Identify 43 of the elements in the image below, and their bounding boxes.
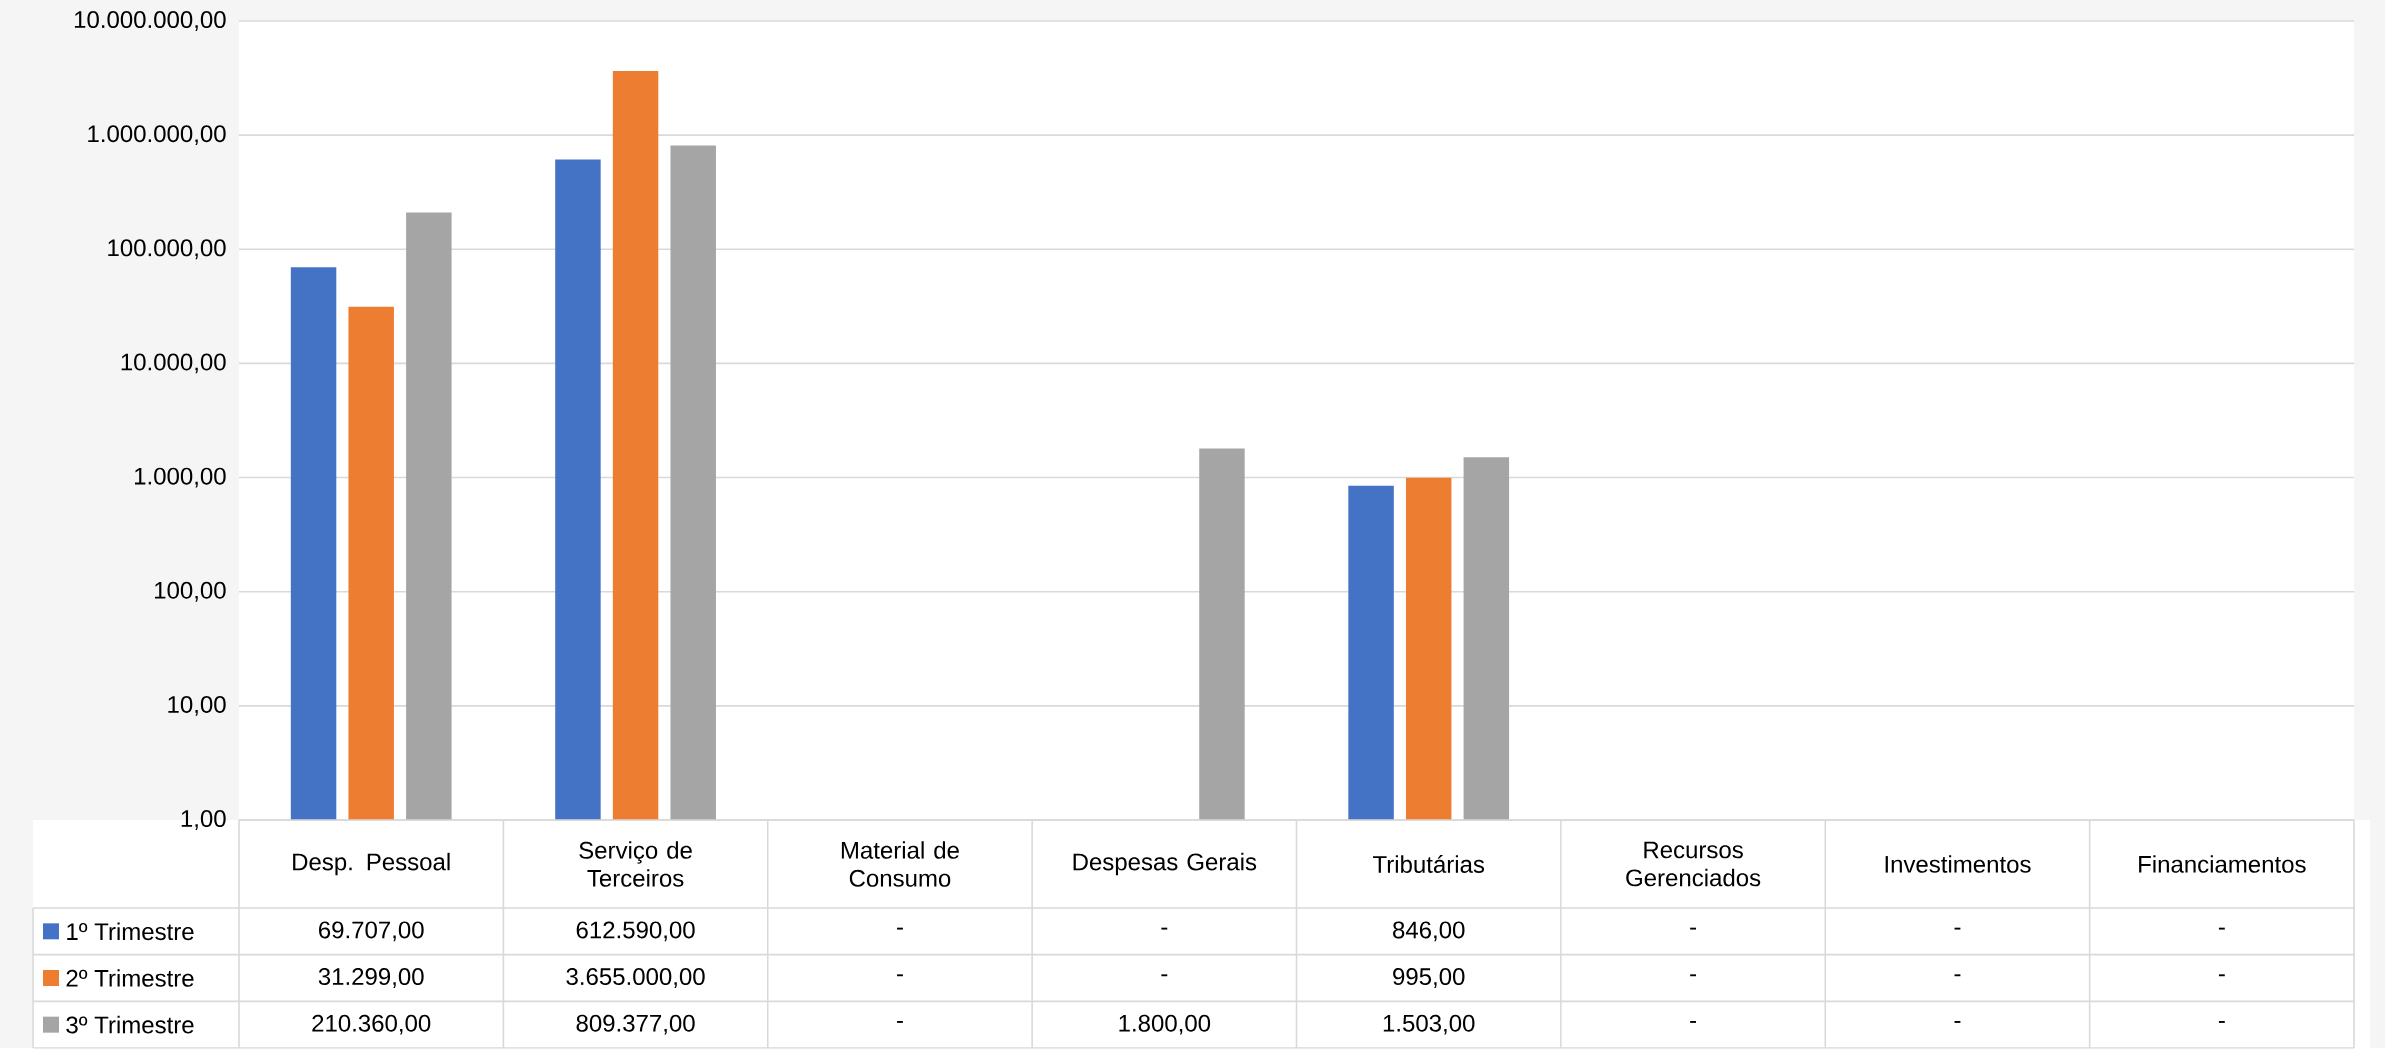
x-tick-label: Material de Consumo [841, 841, 959, 887]
x-tick-label: Desp. Pessoal [293, 852, 450, 876]
text: - [1954, 974, 1961, 977]
text: - [1161, 927, 1168, 930]
data-label: 809.377,00 [576, 1014, 695, 1035]
y-tick-label: 100,00 [155, 581, 226, 602]
data-label: 3.655.000,00 [566, 968, 705, 989]
y-tick-label: 10.000.000,00 [74, 11, 226, 31]
x-tick-label: Despesas Gerais [1073, 852, 1257, 876]
y-tick-label: 1.000,00 [135, 467, 226, 488]
text: - [1690, 974, 1697, 977]
data-label: 69.707,00 [319, 921, 424, 942]
y-tick-label: 10.000,00 [121, 353, 226, 374]
text: - [2218, 1021, 2225, 1023]
y-tick-label: 1,00 [181, 810, 226, 831]
text: - [1954, 927, 1961, 930]
data-label: 846,00 [1393, 921, 1465, 942]
x-tick-label: Recursos Gerenciados [1626, 841, 1761, 887]
text: - [897, 1021, 903, 1023]
y-tick-label: 100.000,00 [108, 239, 226, 260]
data-label: 1.503,00 [1383, 1014, 1475, 1035]
data-label: 612.590,00 [576, 921, 695, 942]
text: - [897, 927, 903, 930]
text: - [1161, 974, 1168, 977]
legend-label: 1º Trimestre [67, 922, 194, 941]
x-tick-label: Investimentos [1885, 855, 2031, 873]
data-label: 1.800,00 [1119, 1014, 1211, 1035]
text: - [2218, 927, 2225, 930]
text: - [897, 974, 903, 977]
x-tick-label: Serviço de Terceiros [579, 841, 692, 887]
text: - [1690, 1021, 1697, 1023]
x-tick-label: Financiamentos [2139, 855, 2306, 873]
data-label: 995,00 [1393, 968, 1465, 989]
x-tick-label: Tributárias [1373, 855, 1485, 874]
text: - [1954, 1021, 1961, 1023]
legend-label: 3º Trimestre [66, 1015, 194, 1034]
y-tick-label: 10,00 [168, 696, 226, 716]
text: - [1690, 927, 1697, 930]
data-label: 31.299,00 [318, 968, 424, 989]
text: - [2218, 974, 2225, 977]
y-tick-label: 1.000.000,00 [88, 125, 226, 146]
legend-label: 2º Trimestre [66, 969, 194, 987]
data-label: 210.360,00 [312, 1014, 431, 1035]
